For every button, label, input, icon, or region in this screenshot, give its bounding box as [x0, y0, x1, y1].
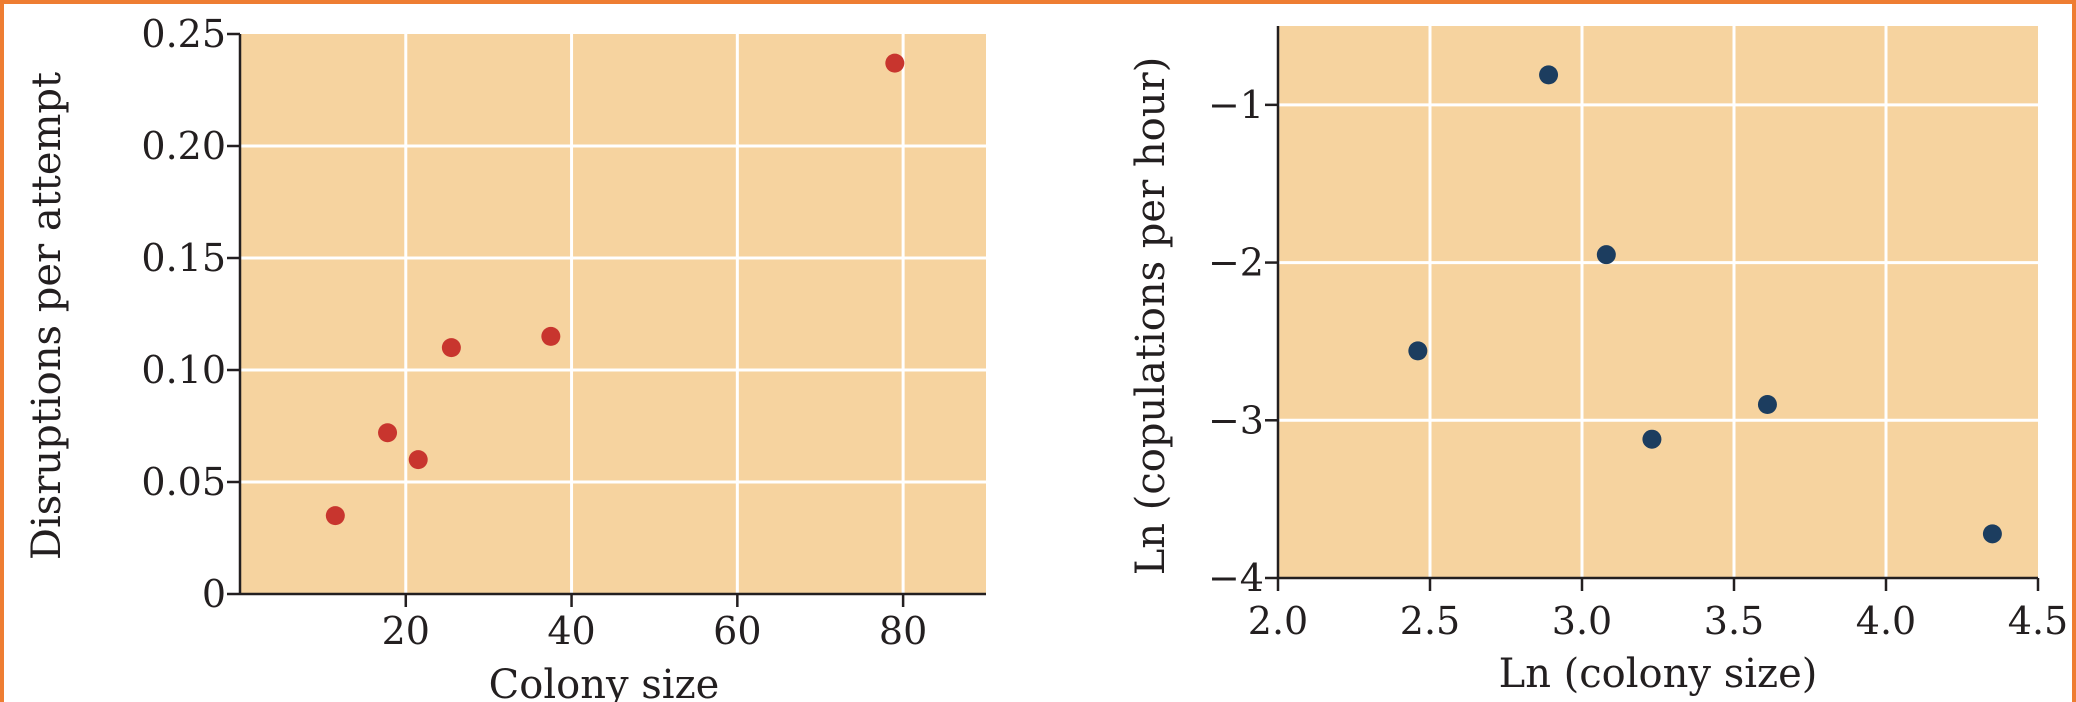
right-x-tick-label: 3.5	[1704, 599, 1764, 643]
right-x-tick-label: 4.0	[1856, 599, 1916, 643]
right-data-point	[1982, 524, 2002, 544]
left-x-axis-label: Colony size	[489, 662, 720, 702]
left-y-tick-label: 0.10	[141, 348, 226, 392]
left-y-tick-label: 0	[202, 572, 226, 616]
right-data-point	[1757, 395, 1777, 415]
left-data-point	[325, 506, 345, 526]
left-plot-area	[240, 34, 986, 594]
right-x-axis-label: Ln (colony size)	[1499, 651, 1818, 697]
left-x-tick-label: 40	[547, 609, 595, 653]
right-data-point	[1539, 65, 1559, 85]
right-x-tick-label: 2.0	[1248, 599, 1308, 643]
right-data-point	[1408, 341, 1428, 361]
left-data-point	[378, 423, 398, 443]
left-x-tick-label: 60	[713, 609, 761, 653]
left-data-point	[885, 53, 905, 73]
right-y-tick-label: −4	[1208, 556, 1264, 600]
left-y-axis-label: Disruptions per attempt	[24, 72, 70, 560]
right-y-tick-label: −1	[1208, 83, 1264, 127]
scatter-plots: 20 40 60 80 0 0.05 0.10 0.15 0.20 0.25 Colony size…	[24, 12, 2068, 702]
left-x-tick-label: 20	[382, 609, 430, 653]
left-chart: 20 40 60 80 0 0.05 0.10 0.15 0.20 0.25 Colony size…	[24, 12, 986, 702]
left-y-tick-label: 0.20	[141, 124, 226, 168]
right-data-point	[1596, 245, 1616, 265]
right-data-point	[1642, 429, 1662, 449]
right-x-tick-label: 3.0	[1552, 599, 1612, 643]
left-x-tick-label: 80	[879, 609, 927, 653]
right-chart: 2.0 2.5 3.0 3.5 4.0 4.5 −4 −3 −2 −1 Ln (colony siz…	[1128, 26, 2068, 697]
right-y-axis-label: Ln (copulations per hour)	[1128, 57, 1174, 576]
right-y-tick-label: −3	[1208, 398, 1264, 442]
left-data-point	[408, 450, 428, 470]
right-y-tick-label: −2	[1208, 241, 1264, 285]
right-plot-area	[1278, 26, 2038, 578]
left-y-tick-label: 0.15	[141, 236, 226, 280]
left-y-tick-label: 0.05	[141, 460, 226, 504]
left-data-point	[441, 338, 461, 358]
right-x-tick-label: 4.5	[2008, 599, 2068, 643]
left-data-point	[541, 326, 561, 346]
right-x-tick-label: 2.5	[1400, 599, 1460, 643]
left-y-tick-label: 0.25	[141, 12, 226, 56]
